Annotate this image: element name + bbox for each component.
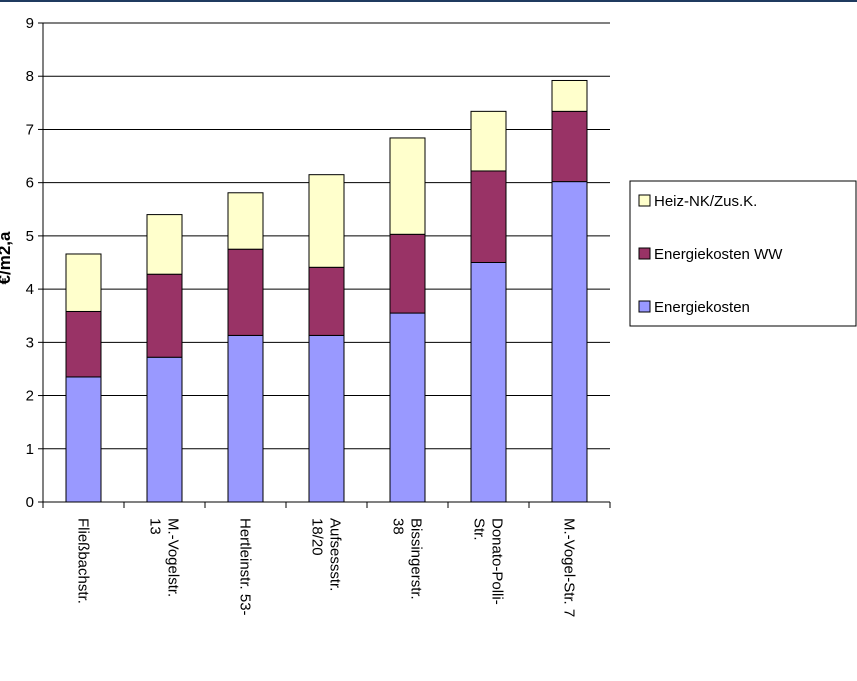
y-tick-label: 2: [26, 388, 34, 405]
bar-segment-energiekosten-ww: [308, 266, 345, 336]
y-tick-label: 7: [26, 121, 34, 138]
legend-swatch: [638, 247, 651, 260]
legend-swatch: [638, 300, 651, 313]
bar-segment-energiekosten: [227, 334, 264, 503]
bar-segment-energiekosten: [65, 376, 102, 503]
y-tick-label: 5: [26, 228, 34, 245]
bar-segment-heiz-nk-zus-k-: [227, 192, 264, 250]
bar-segment-energiekosten: [308, 334, 345, 503]
legend-entry: Energiekosten WW: [654, 246, 783, 263]
bar-segment-heiz-nk-zus-k-: [146, 214, 183, 275]
bar-segment-heiz-nk-zus-k-: [470, 110, 507, 172]
bar-segment-energiekosten-ww: [227, 248, 264, 336]
y-tick-label: 4: [26, 281, 34, 298]
x-category-label: M.-Vogelstr.13: [147, 518, 182, 597]
y-tick-label: 8: [26, 68, 34, 85]
x-category-label: Bissingerstr.38: [390, 518, 425, 600]
legend: Heiz-NK/Zus.K. Energiekosten WW Energiekos…: [629, 180, 857, 327]
legend-entry: Heiz-NK/Zus.K.: [654, 193, 757, 210]
bar-segment-heiz-nk-zus-k-: [308, 174, 345, 268]
bar-segment-energiekosten: [146, 356, 183, 503]
plot-area: 0 1 2 3 4 5 6 7 8 9 Fließbachstr. M.-Vogelstr.13 Her…: [26, 15, 611, 617]
bar-segment-energiekosten-ww: [470, 170, 507, 263]
y-tick-label: 6: [26, 175, 34, 192]
legend-entry: Energiekosten: [654, 299, 750, 316]
x-category-label: Fließbachstr.: [75, 518, 92, 604]
bar-segment-energiekosten: [551, 181, 588, 503]
y-tick-label: 9: [26, 15, 34, 32]
y-tick-label: 3: [26, 334, 34, 351]
legend-swatch: [638, 194, 651, 207]
bar-segment-heiz-nk-zus-k-: [551, 79, 588, 112]
bar-segment-energiekosten: [470, 262, 507, 503]
bar-segment-energiekosten-ww: [551, 110, 588, 183]
x-category-label: Hertleinstr. 53-: [237, 518, 254, 616]
bar-segment-energiekosten: [389, 312, 426, 503]
x-category-label: M.-Vogel-Str. 7: [561, 518, 578, 617]
legend-box: [629, 180, 857, 327]
y-axis-label: €/m2,a: [0, 231, 14, 284]
bar-segment-energiekosten-ww: [146, 273, 183, 358]
x-category-label: Donato-Polli-Str.: [471, 518, 506, 605]
bar-segment-energiekosten-ww: [65, 310, 102, 378]
bar-segment-heiz-nk-zus-k-: [389, 137, 426, 235]
y-tick-label: 1: [26, 441, 34, 458]
bar-segment-heiz-nk-zus-k-: [65, 253, 102, 312]
x-category-label: Aufsessstr.18/20: [309, 518, 344, 591]
y-tick-label: 0: [26, 494, 34, 511]
bar-segment-energiekosten-ww: [389, 233, 426, 314]
